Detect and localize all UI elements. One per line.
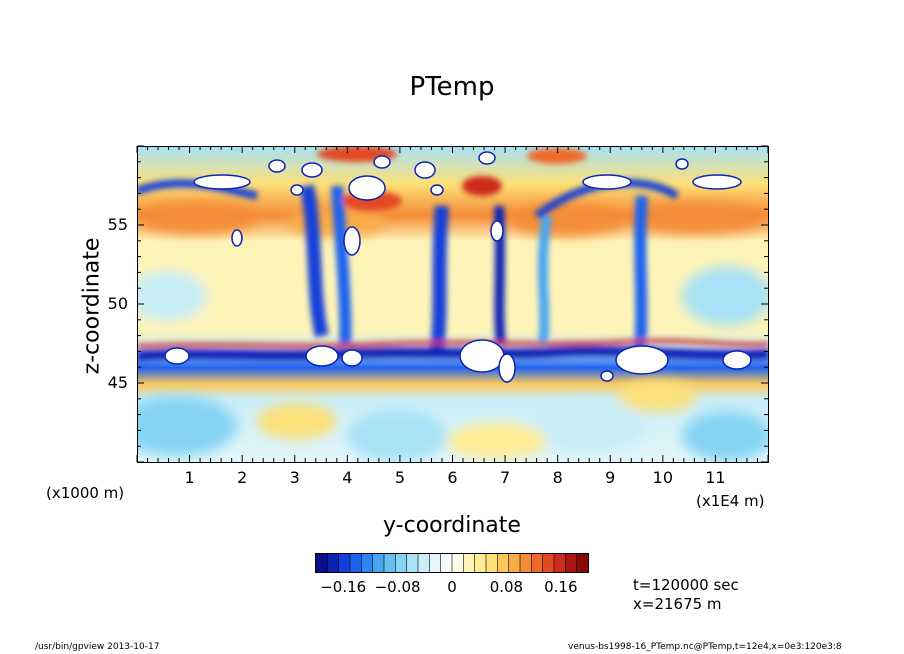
footer-right: venus-bs1998-16_PTemp.nc@PTemp,t=12e4,x=… bbox=[568, 642, 842, 652]
colorbar-cell bbox=[554, 554, 566, 572]
colorbar-cell bbox=[350, 554, 362, 572]
plot-area bbox=[137, 146, 769, 463]
y-tick-label: 45 bbox=[107, 373, 128, 392]
colorbar-tick-label: −0.08 bbox=[374, 578, 421, 596]
y-axis-label: z-coordinate bbox=[79, 237, 105, 375]
colorbar-cell bbox=[463, 554, 475, 572]
x-tick-label: 5 bbox=[394, 468, 405, 487]
colorbar bbox=[315, 553, 589, 577]
x-tick-label: 8 bbox=[552, 468, 563, 487]
x-unit-left: (x1000 m) bbox=[46, 484, 125, 502]
colorbar-cell bbox=[316, 554, 328, 572]
colorbar-cell bbox=[327, 554, 339, 572]
colorbar-cell bbox=[384, 554, 396, 572]
colorbar-cell bbox=[542, 554, 555, 572]
colorbar-cell bbox=[486, 554, 498, 572]
x-tick-label: 7 bbox=[499, 468, 511, 487]
x-tick-label: 9 bbox=[605, 468, 616, 487]
colorbar-cell bbox=[474, 554, 487, 572]
colorbar-cell bbox=[429, 554, 441, 572]
colorbar-tick-label: −0.16 bbox=[320, 578, 367, 596]
x-unit-right: (x1E4 m) bbox=[696, 492, 765, 510]
x-tick-label: 6 bbox=[447, 468, 458, 487]
colorbar-gradient bbox=[315, 553, 589, 573]
x-axis-label: y-coordinate bbox=[383, 513, 521, 538]
colorbar-cell bbox=[452, 554, 464, 572]
x-tick-label: 4 bbox=[342, 468, 353, 487]
x-tick-label: 2 bbox=[237, 468, 248, 487]
y-tick-label: 50 bbox=[107, 294, 128, 313]
colorbar-cell bbox=[508, 554, 521, 572]
position-readout: x=21675 m bbox=[633, 595, 722, 613]
y-tick-label: 55 bbox=[107, 215, 128, 234]
colorbar-cell bbox=[576, 554, 589, 572]
colorbar-cell bbox=[395, 554, 407, 572]
chart-title: PTemp bbox=[409, 72, 495, 102]
footer-left: /usr/bin/gpview 2013-10-17 bbox=[35, 642, 160, 652]
colorbar-cell bbox=[531, 554, 543, 572]
colorbar-cell bbox=[440, 554, 453, 572]
x-tick-label: 10 bbox=[652, 468, 673, 487]
colorbar-cell bbox=[338, 554, 351, 572]
colorbar-cell bbox=[497, 554, 509, 572]
colorbar-tick-label: 0.08 bbox=[489, 578, 524, 596]
colorbar-tick-label: 0.16 bbox=[544, 578, 578, 596]
colorbar-border bbox=[315, 553, 589, 573]
colorbar-cell bbox=[565, 554, 577, 572]
time-readout: t=120000 sec bbox=[633, 576, 739, 594]
heatmap-field bbox=[137, 146, 769, 463]
colorbar-cell bbox=[406, 554, 419, 572]
x-tick-label: 3 bbox=[289, 468, 300, 487]
x-tick-label: 1 bbox=[184, 468, 195, 487]
colorbar-cell bbox=[418, 554, 430, 572]
colorbar-cell bbox=[361, 554, 373, 572]
colorbar-tick-label: 0 bbox=[447, 578, 457, 596]
colorbar-cell bbox=[372, 554, 385, 572]
x-tick-label: 11 bbox=[705, 468, 726, 487]
colorbar-cell bbox=[520, 554, 532, 572]
